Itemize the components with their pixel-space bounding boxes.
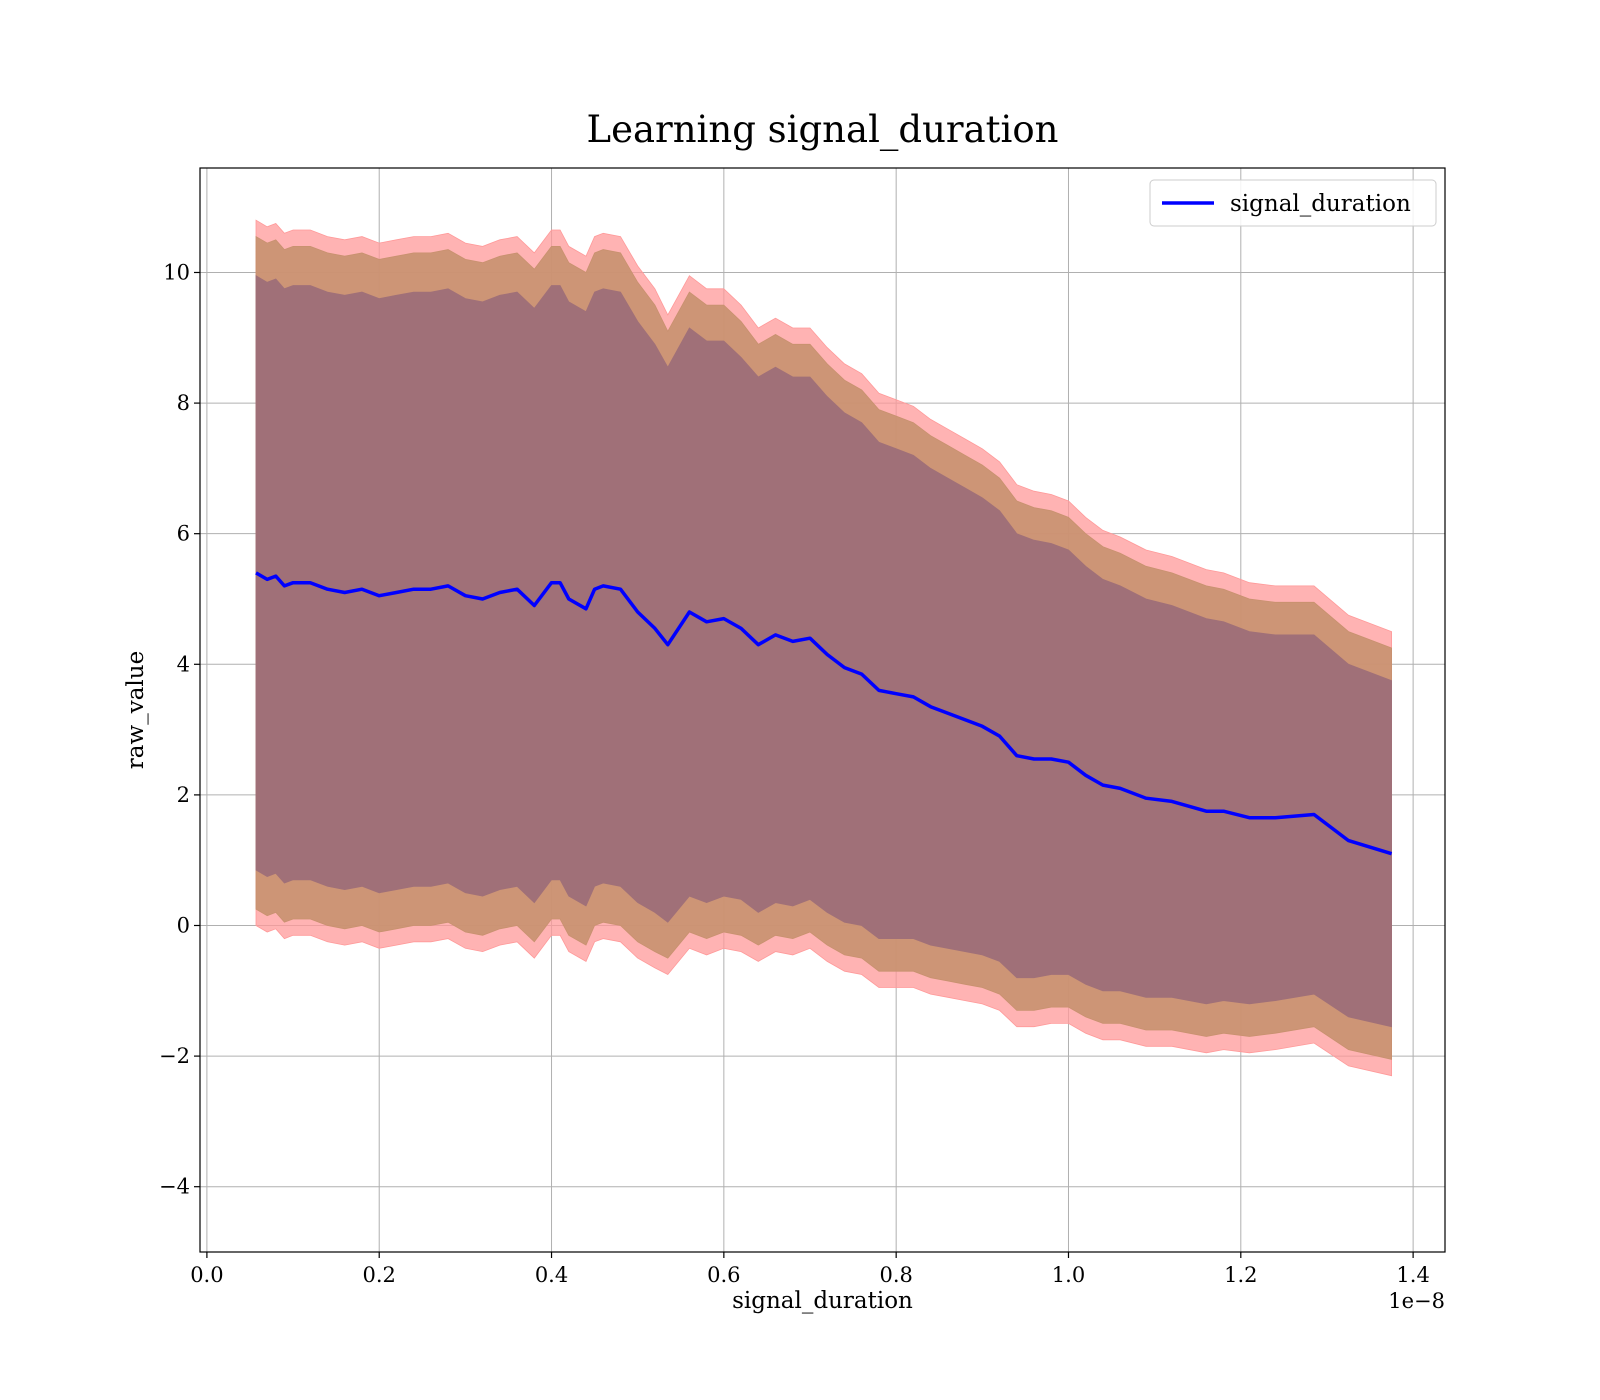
y-tick-label-1: −2 [159,1044,190,1068]
series-line-signal-duration [255,571,1393,856]
y-tick-label-0: −4 [159,1175,190,1199]
x-tick-label-5: 1.0 [1052,1263,1085,1287]
y-axis-label: raw_value [123,651,149,769]
x-tick-label-7: 1.4 [1396,1263,1429,1287]
chart-title: Learning signal_duration [587,108,1059,152]
y-tick-label-5: 6 [177,522,190,546]
y-tick-label-4: 4 [177,652,190,676]
y-tick-label-6: 8 [177,391,190,415]
y-tick-label-3: 2 [177,783,190,807]
x-tick-label-3: 0.6 [707,1263,740,1287]
series-lines [255,571,1393,856]
x-axis-label: signal_duration [732,1288,913,1314]
y-tick-label-7: 10 [163,260,190,284]
legend-box [1149,179,1437,227]
confidence-bands [255,219,1392,1077]
axis-ticks: 0.0 0.2 0.4 0.6 0.8 1.0 1.2 1.4 −4 −2 0 2 4 6 8 10 [159,260,1430,1287]
x-tick-label-1: 0.2 [363,1263,396,1287]
x-tick-label-6: 1.2 [1224,1263,1257,1287]
plot-frame [199,167,1446,1253]
y-tick-label-2: 0 [177,913,190,937]
x-tick-label-2: 0.4 [535,1263,568,1287]
x-axis-offset-text: 1e−8 [1388,1289,1445,1313]
x-tick-label-0: 0.0 [190,1263,223,1287]
x-tick-label-4: 0.8 [879,1263,912,1287]
legend: signal_duration [1149,179,1437,227]
legend-label-signal-duration: signal_duration [1230,191,1411,217]
